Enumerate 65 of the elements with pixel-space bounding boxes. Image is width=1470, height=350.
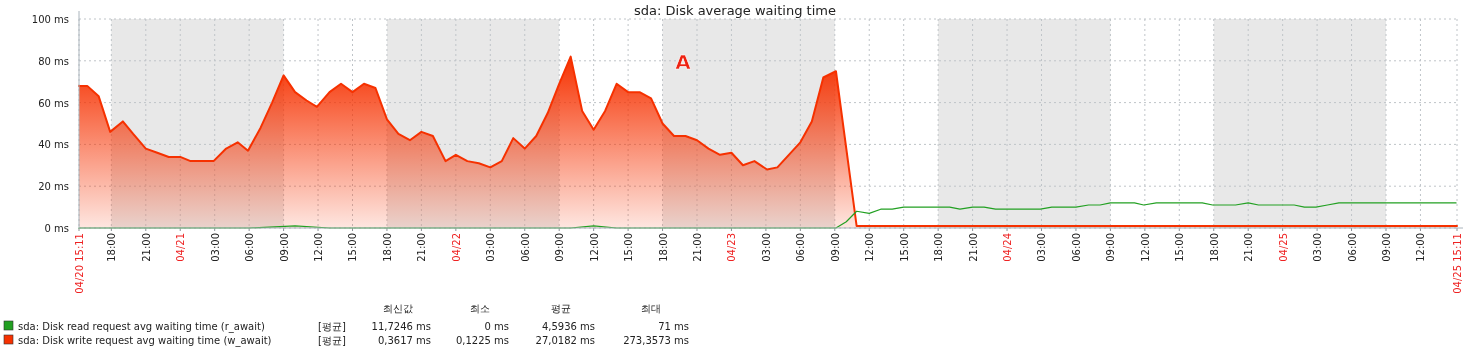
text: 최소	[470, 303, 490, 314]
y-tick-label: 80 ms	[38, 55, 69, 67]
x-tick-label: 06:00	[244, 233, 256, 262]
text: 11,7246 ms	[371, 321, 431, 332]
chart-title: sda: Disk average waiting time	[634, 3, 836, 18]
x-tick-label: 21:00	[1243, 233, 1255, 262]
annotation: A	[675, 50, 692, 74]
text: 27,0182 ms	[535, 335, 595, 346]
text: 71 ms	[658, 321, 689, 332]
text: [평균]	[318, 335, 346, 346]
x-tick-label: 03:00	[209, 233, 221, 262]
text: [평균]	[318, 321, 346, 332]
x-tick-label: 04/25	[1277, 233, 1289, 262]
text: 4,5936 ms	[541, 321, 595, 332]
x-tick-label: 03:00	[485, 233, 497, 262]
x-tick-label: 09:00	[1105, 233, 1117, 262]
x-tick-label: 06:00	[1346, 233, 1358, 262]
x-tick-label: 03:00	[760, 233, 772, 262]
x-tick-label: 21:00	[967, 233, 979, 262]
text: 0,3617 ms	[377, 335, 431, 346]
x-tick-label: 04/25 15:11	[1452, 233, 1463, 294]
x-tick-label: 09:00	[829, 233, 841, 262]
x-tick-label: 18:00	[381, 233, 393, 262]
legend-label: sda: Disk read request avg waiting time (r_await)	[18, 321, 265, 333]
text: 최대	[641, 303, 661, 314]
y-tick-label: 100 ms	[31, 14, 69, 25]
x-tick-label: 04/22	[450, 233, 462, 262]
text: 273,3573 ms	[623, 335, 689, 346]
x-tick-label: 15:00	[347, 233, 359, 262]
x-tick-label: 12:00	[313, 233, 325, 262]
x-tick-label: 15:00	[623, 233, 635, 262]
x-tick-label: 12:00	[1415, 233, 1427, 262]
text: 평균	[551, 303, 571, 314]
text: 0,1225 ms	[455, 335, 509, 346]
x-tick-label: 21:00	[140, 233, 152, 262]
text: 최신값	[383, 303, 413, 314]
x-tick-label: 12:00	[864, 233, 876, 262]
y-tick-label: 20 ms	[38, 181, 69, 193]
x-tick-label: 04/24	[1002, 233, 1014, 262]
x-tick-label: 09:00	[554, 233, 566, 262]
x-tick-label: 15:00	[898, 233, 910, 262]
x-tick-label: 09:00	[278, 233, 290, 262]
x-tick-label: 18:00	[657, 233, 669, 262]
x-tick-label: 03:00	[1036, 233, 1048, 262]
x-tick-label: 18:00	[1208, 233, 1220, 262]
text: 0 ms	[484, 321, 509, 332]
x-tick-label: 09:00	[1380, 233, 1392, 262]
x-tick-label: 21:00	[691, 233, 703, 262]
x-tick-label: 03:00	[1312, 233, 1324, 262]
x-tick-label: 04/20 15:11	[74, 233, 85, 294]
x-tick-label: 04/21	[175, 233, 187, 262]
x-tick-label: 06:00	[1070, 233, 1082, 262]
x-tick-label: 12:00	[1139, 233, 1151, 262]
y-tick-label: 40 ms	[38, 139, 69, 151]
x-tick-label: 21:00	[416, 233, 428, 262]
y-tick-label: 60 ms	[38, 97, 69, 109]
x-tick-label: 12:00	[588, 233, 600, 262]
x-tick-label: 04/23	[726, 233, 738, 262]
y-tick-label: 0 ms	[44, 223, 69, 234]
x-tick-label: 18:00	[106, 233, 118, 262]
x-tick-label: 06:00	[519, 233, 531, 262]
x-tick-label: 15:00	[1174, 233, 1186, 262]
legend-label: sda: Disk write request avg waiting time (w_await)	[18, 335, 272, 347]
x-tick-label: 06:00	[795, 233, 807, 262]
x-tick-label: 18:00	[933, 233, 945, 262]
